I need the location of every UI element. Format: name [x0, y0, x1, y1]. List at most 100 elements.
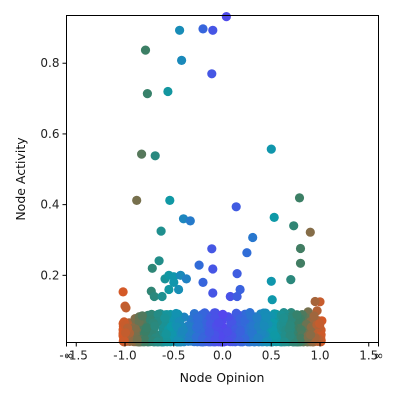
- data-point: [164, 284, 174, 295]
- y-tick-label: 0.8: [40, 56, 59, 70]
- data-point: [235, 284, 245, 295]
- data-point: [169, 277, 179, 287]
- data-point: [208, 288, 218, 298]
- data-point: [242, 248, 252, 258]
- data-point: [315, 318, 325, 329]
- x-tick-label: -0.5: [162, 349, 185, 363]
- data-point: [150, 321, 160, 331]
- data-point: [137, 149, 147, 159]
- data-point: [231, 202, 241, 212]
- x-axis-ticks: -∞-1.5 -1.0 -0.5 0.0 0.5 1.0 1.5∞: [59, 342, 384, 363]
- data-point: [132, 195, 142, 205]
- data-point: [142, 323, 152, 333]
- data-point: [208, 25, 218, 35]
- data-point: [218, 309, 228, 319]
- data-point: [235, 326, 245, 337]
- data-point: [142, 89, 152, 99]
- data-point: [137, 311, 147, 321]
- data-point: [163, 86, 173, 97]
- data-point: [234, 336, 244, 346]
- x-tick-label: -∞: [59, 349, 73, 363]
- data-points: [118, 12, 327, 347]
- data-point: [156, 226, 166, 236]
- y-tick-label: 0.4: [40, 198, 59, 212]
- data-point: [193, 313, 203, 323]
- data-point: [295, 243, 306, 254]
- data-point: [153, 309, 163, 319]
- x-axis-label: Node Opinion: [180, 370, 265, 385]
- data-point: [270, 330, 280, 340]
- data-point: [150, 151, 160, 161]
- data-point: [118, 287, 128, 297]
- data-point: [140, 45, 151, 55]
- data-point: [252, 313, 262, 323]
- data-point: [161, 329, 171, 339]
- data-point: [261, 312, 271, 322]
- data-point: [193, 320, 203, 330]
- data-point: [153, 337, 163, 347]
- data-point: [147, 263, 157, 273]
- x-tick-label: ∞: [374, 349, 384, 363]
- data-point: [279, 337, 290, 347]
- data-point: [285, 331, 295, 341]
- data-point: [286, 275, 296, 285]
- data-point: [253, 333, 263, 343]
- y-tick-label: 0.6: [40, 127, 59, 141]
- data-point: [278, 313, 289, 323]
- data-point: [183, 336, 194, 346]
- data-point: [223, 336, 233, 346]
- data-point: [149, 291, 159, 302]
- data-point: [165, 195, 175, 205]
- data-point: [177, 55, 187, 65]
- x-tick-label: 1.5: [359, 349, 378, 363]
- x-tick-label: -1.0: [113, 349, 136, 363]
- data-point: [198, 277, 208, 287]
- y-axis-ticks: 0.2 0.4 0.6 0.8: [40, 56, 67, 282]
- data-point: [210, 336, 220, 346]
- data-point: [262, 337, 272, 347]
- data-point: [267, 295, 277, 305]
- data-point: [221, 12, 231, 22]
- data-point: [181, 274, 191, 284]
- data-point: [305, 227, 315, 237]
- data-point: [171, 308, 181, 319]
- data-point: [132, 335, 142, 345]
- data-point: [292, 310, 302, 320]
- data-point: [154, 256, 164, 266]
- plot-frame: [66, 15, 379, 343]
- data-point: [285, 320, 295, 331]
- data-point: [232, 291, 242, 302]
- x-tick-label: 0.5: [262, 349, 281, 363]
- x-tick-label: -1.5: [65, 349, 88, 363]
- y-tick-label: 0.2: [40, 268, 59, 282]
- data-point: [177, 326, 187, 336]
- data-point: [214, 318, 224, 328]
- data-point: [294, 193, 305, 203]
- data-point: [194, 260, 204, 270]
- data-point: [157, 291, 167, 302]
- data-point: [225, 291, 235, 302]
- data-point: [232, 269, 242, 279]
- data-point: [266, 144, 276, 154]
- data-point: [174, 284, 184, 295]
- data-point: [248, 232, 258, 243]
- data-point: [204, 327, 215, 338]
- data-point: [269, 212, 279, 222]
- data-point: [207, 69, 217, 79]
- x-tick-label: 1.0: [310, 349, 329, 363]
- data-point: [306, 330, 316, 340]
- data-point: [296, 333, 306, 344]
- x-tick-label: 0.0: [213, 349, 232, 363]
- data-point: [309, 311, 319, 321]
- data-point: [266, 276, 276, 286]
- data-point: [222, 327, 232, 337]
- data-point: [175, 25, 185, 35]
- data-point: [120, 328, 131, 338]
- data-point: [295, 258, 306, 268]
- data-point: [119, 336, 129, 346]
- data-point: [289, 221, 299, 231]
- data-point: [121, 303, 131, 313]
- data-point: [310, 296, 320, 307]
- data-point: [198, 24, 208, 34]
